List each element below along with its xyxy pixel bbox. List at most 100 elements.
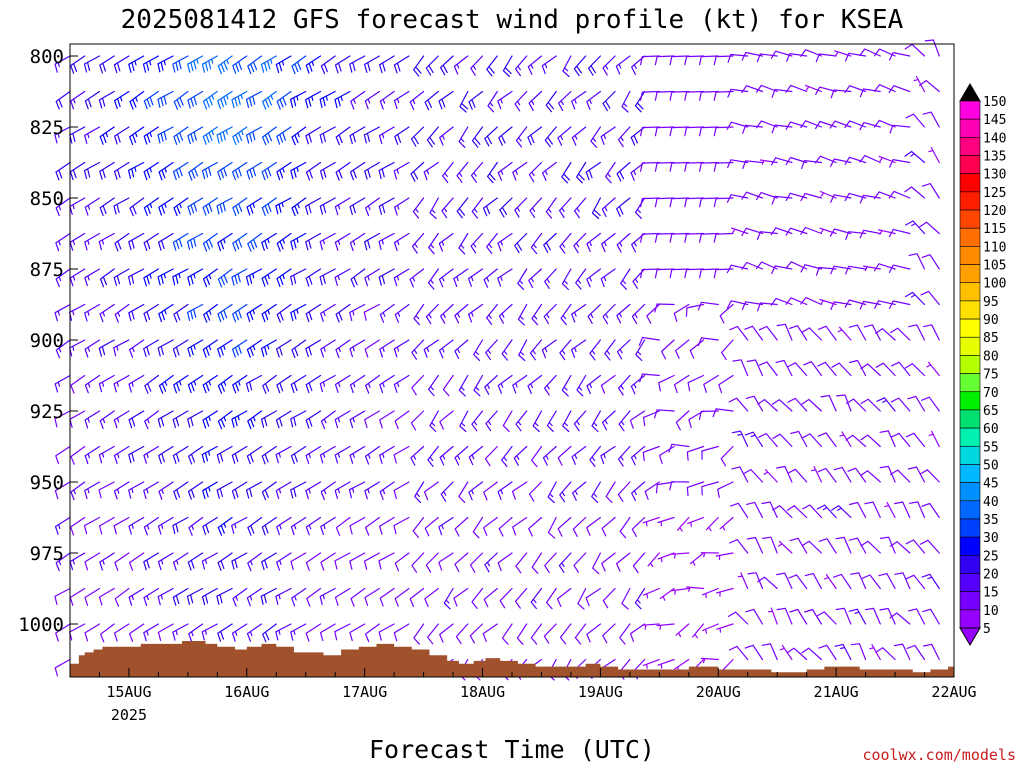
- wind-barb: [497, 161, 513, 181]
- wind-barb: [201, 587, 218, 606]
- wind-barb: [640, 197, 660, 208]
- wind-barb: [187, 552, 204, 571]
- wind-barb: [745, 608, 764, 625]
- wind-barb: [587, 303, 601, 324]
- wind-barb: [615, 55, 631, 75]
- wind-barb: [454, 339, 469, 359]
- wind-barb: [643, 410, 660, 427]
- colorbar-label: 5: [983, 622, 991, 637]
- wind-barb: [697, 337, 719, 347]
- wind-barb: [686, 445, 705, 461]
- wind-barb: [442, 374, 454, 397]
- wind-barb: [482, 623, 498, 642]
- wind-barb: [824, 574, 837, 590]
- wind-barb: [800, 120, 822, 129]
- wind-barb: [128, 587, 145, 606]
- wind-barb: [454, 445, 469, 466]
- wind-barb: [393, 623, 410, 642]
- wind-barb: [246, 161, 263, 180]
- wind-barb: [544, 374, 557, 396]
- wind-barb: [592, 552, 601, 575]
- wind-barb: [571, 339, 587, 358]
- wind-barb: [559, 232, 572, 254]
- wind-barb: [470, 161, 484, 183]
- wind-barb: [393, 481, 410, 499]
- wind-barb: [55, 339, 71, 359]
- y-tick-label: 975: [30, 543, 64, 565]
- wind-barb: [744, 431, 764, 448]
- wind-barb: [424, 516, 439, 537]
- wind-barb: [640, 126, 660, 137]
- wind-barb: [442, 161, 454, 183]
- x-tick-label: 21AUG: [814, 683, 859, 701]
- wind-barb: [231, 516, 248, 534]
- wind-barb: [99, 126, 115, 145]
- wind-barb: [617, 481, 631, 502]
- wind-barb: [785, 84, 808, 93]
- wind-barb: [497, 552, 513, 572]
- wind-barb: [187, 410, 204, 428]
- wind-barb: [642, 658, 660, 669]
- wind-barb: [618, 374, 631, 396]
- wind-barb: [515, 587, 528, 609]
- wind-barb: [512, 481, 528, 500]
- wind-barb: [817, 432, 837, 448]
- colorbar-label: 110: [983, 240, 1006, 255]
- wind-barb: [157, 516, 174, 535]
- wind-barb: [586, 623, 601, 643]
- colorbar-swatch: [959, 227, 981, 247]
- wind-barb: [70, 374, 86, 394]
- colorbar-label: 115: [983, 222, 1006, 237]
- wind-barb: [201, 161, 218, 180]
- wind-barb: [831, 362, 852, 377]
- wind-barb: [531, 445, 543, 468]
- wind-barb: [231, 445, 248, 464]
- wind-barb: [671, 587, 690, 595]
- wind-barb: [863, 265, 881, 272]
- wind-barb: [757, 302, 778, 312]
- wind-barb: [113, 516, 130, 535]
- wind-barb: [114, 232, 130, 252]
- wind-barb: [260, 587, 277, 605]
- wind-barb: [128, 268, 145, 286]
- wind-barb: [787, 362, 808, 377]
- wind-barb: [847, 467, 867, 483]
- wind-barb: [763, 469, 778, 483]
- wind-barb: [172, 587, 189, 606]
- wind-barb: [394, 126, 410, 145]
- wind-barb: [69, 126, 86, 144]
- x-tick-year: 2025: [111, 706, 147, 724]
- wind-barb: [860, 540, 881, 554]
- wind-barb: [699, 126, 719, 137]
- wind-barb: [800, 226, 822, 235]
- colorbar-swatch: [959, 591, 981, 611]
- wind-barb: [800, 297, 822, 306]
- wind-barb: [113, 339, 130, 357]
- wind-barb: [905, 432, 926, 448]
- wind-barb: [438, 516, 454, 536]
- wind-barb: [586, 516, 601, 536]
- wind-barb: [275, 481, 292, 500]
- wind-barb: [261, 232, 277, 251]
- wind-barb: [100, 623, 115, 643]
- wind-barb: [290, 481, 307, 499]
- wind-barb: [848, 537, 867, 554]
- wind-barb: [514, 232, 528, 254]
- wind-barb: [577, 587, 587, 610]
- wind-barb: [143, 339, 159, 358]
- wind-barb: [713, 161, 734, 172]
- wind-barb: [600, 445, 616, 465]
- wind-barb: [558, 552, 572, 573]
- wind-barb: [113, 268, 130, 286]
- wind-barb: [99, 161, 115, 180]
- wind-barb: [779, 644, 793, 661]
- wind-barb: [84, 339, 101, 358]
- wind-barb: [919, 80, 940, 93]
- wind-barb: [786, 647, 808, 661]
- wind-barb: [848, 608, 867, 625]
- wind-barb: [172, 339, 189, 358]
- wind-barb: [647, 552, 660, 568]
- wind-barb: [816, 611, 837, 625]
- wind-barb: [275, 587, 292, 605]
- x-tick-label: 18AUG: [460, 683, 505, 701]
